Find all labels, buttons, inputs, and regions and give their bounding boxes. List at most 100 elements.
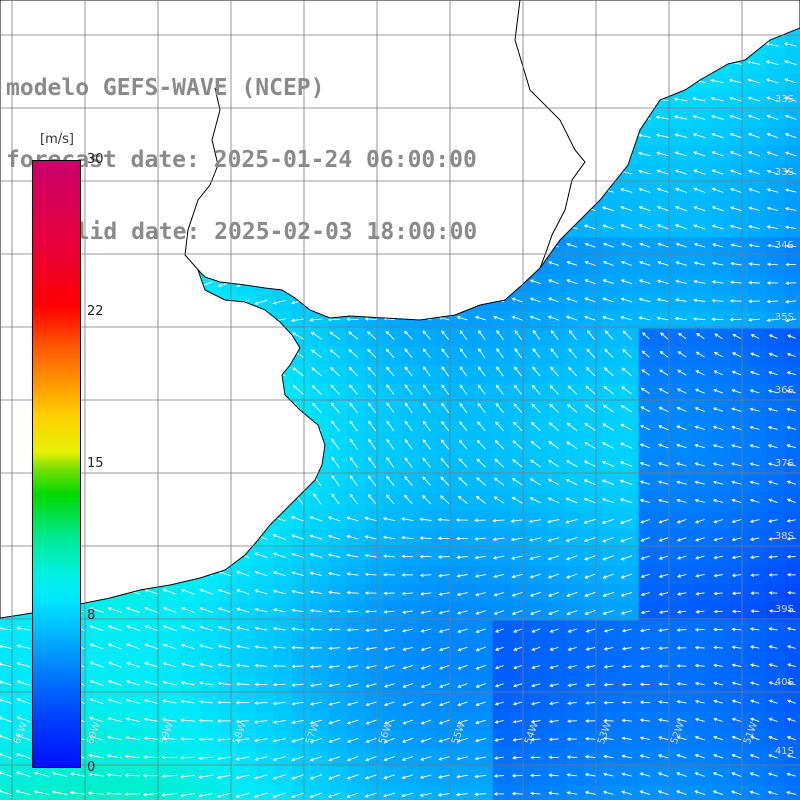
wind-arrow bbox=[106, 772, 123, 777]
wind-arrow bbox=[143, 755, 159, 759]
wind-arrow bbox=[785, 790, 797, 795]
wind-arrow bbox=[713, 519, 724, 524]
wind-arrow bbox=[495, 421, 505, 432]
wind-arrow bbox=[144, 625, 159, 632]
wind-arrow bbox=[422, 330, 431, 340]
wind-arrow bbox=[331, 438, 340, 450]
wind-arrow bbox=[235, 738, 250, 743]
wind-arrow bbox=[475, 719, 487, 725]
wind-arrow bbox=[402, 701, 414, 707]
wind-cell bbox=[784, 584, 800, 603]
wind-arrow bbox=[331, 456, 340, 469]
wind-arrow bbox=[785, 299, 797, 304]
wind-cell bbox=[438, 784, 457, 800]
wind-arrow bbox=[349, 402, 359, 414]
wind-arrow bbox=[749, 555, 760, 560]
wind-cell bbox=[711, 784, 731, 800]
wind-arrow bbox=[328, 774, 341, 780]
wind-arrow bbox=[621, 242, 633, 248]
colorbar-tick-22: 22 bbox=[87, 304, 104, 319]
wind-arrow bbox=[331, 493, 340, 505]
wind-arrow bbox=[0, 716, 13, 723]
wind-arrow bbox=[786, 389, 796, 394]
wind-arrow bbox=[475, 628, 486, 634]
wind-arrow bbox=[731, 498, 742, 503]
wind-arrow bbox=[601, 479, 615, 486]
wind-arrow bbox=[548, 279, 560, 285]
wind-arrow bbox=[458, 476, 468, 486]
wind-arrow bbox=[532, 329, 541, 340]
wind-arrow bbox=[620, 591, 633, 597]
wind-arrow bbox=[640, 518, 651, 524]
wind-arrow bbox=[511, 315, 523, 321]
wind-arrow bbox=[546, 519, 560, 524]
wind-arrow bbox=[676, 772, 687, 777]
wind-arrow bbox=[107, 607, 122, 613]
colorbar-tick-8: 8 bbox=[87, 608, 96, 623]
wind-arrow bbox=[458, 458, 468, 468]
wind-arrow bbox=[711, 151, 724, 157]
wind-arrow bbox=[254, 299, 268, 305]
wind-arrow bbox=[401, 792, 414, 798]
wind-arrow bbox=[530, 459, 541, 468]
wind-arrow bbox=[750, 334, 760, 339]
wind-arrow bbox=[236, 570, 250, 577]
wind-arrow bbox=[404, 402, 413, 414]
wind-arrow bbox=[475, 683, 486, 688]
wind-cell bbox=[784, 657, 800, 676]
wind-arrow bbox=[584, 315, 596, 321]
wind-arrow bbox=[420, 610, 432, 615]
wind-arrow bbox=[695, 351, 705, 358]
wind-cell bbox=[693, 784, 713, 800]
wind-arrow bbox=[401, 756, 414, 762]
wind-arrow bbox=[621, 772, 633, 777]
wind-arrow bbox=[125, 661, 141, 668]
wind-arrow bbox=[531, 628, 541, 633]
wind-arrow bbox=[107, 625, 122, 632]
wind-arrow bbox=[439, 664, 450, 670]
wind-arrow bbox=[548, 459, 560, 468]
wind-arrow bbox=[638, 224, 651, 230]
wind-arrow bbox=[639, 700, 651, 705]
wind-arrow bbox=[364, 572, 377, 577]
wind-arrow bbox=[640, 610, 650, 615]
wind-arrow bbox=[786, 352, 796, 357]
wind-arrow bbox=[16, 734, 31, 741]
wind-arrow bbox=[711, 224, 724, 230]
wind-arrow bbox=[584, 423, 596, 431]
wind-arrow bbox=[566, 279, 578, 285]
wind-arrow bbox=[217, 738, 232, 742]
colorbar bbox=[32, 160, 81, 768]
wind-arrow bbox=[620, 260, 633, 266]
wind-arrow bbox=[604, 330, 614, 340]
wind-arrow bbox=[51, 790, 68, 795]
wind-arrow bbox=[584, 610, 596, 615]
wind-arrow bbox=[511, 791, 523, 796]
wind-arrow bbox=[656, 169, 669, 175]
wind-arrow bbox=[328, 719, 341, 725]
wind-arrow bbox=[346, 516, 359, 522]
wind-arrow bbox=[494, 738, 504, 742]
wind-arrow bbox=[290, 515, 305, 522]
wind-arrow bbox=[748, 243, 760, 248]
wind-arrow bbox=[786, 425, 797, 430]
wind-arrow bbox=[658, 573, 669, 578]
wind-arrow bbox=[309, 756, 323, 762]
wind-arrow bbox=[620, 187, 633, 193]
wind-arrow bbox=[565, 555, 578, 561]
wind-arrow bbox=[730, 444, 742, 449]
wind-arrow bbox=[457, 646, 468, 652]
wind-arrow bbox=[421, 494, 432, 505]
wind-arrow bbox=[125, 717, 141, 723]
wind-arrow bbox=[329, 331, 341, 340]
wind-arrow bbox=[346, 792, 359, 798]
wind-arrow bbox=[620, 573, 633, 579]
wind-arrow bbox=[532, 348, 541, 359]
wind-arrow bbox=[419, 774, 432, 779]
wind-arrow bbox=[529, 573, 541, 579]
wind-arrow bbox=[346, 609, 359, 614]
wind-arrow bbox=[33, 771, 50, 777]
wind-arrow bbox=[419, 554, 432, 559]
wind-arrow bbox=[602, 573, 614, 579]
wind-arrow bbox=[330, 384, 340, 395]
